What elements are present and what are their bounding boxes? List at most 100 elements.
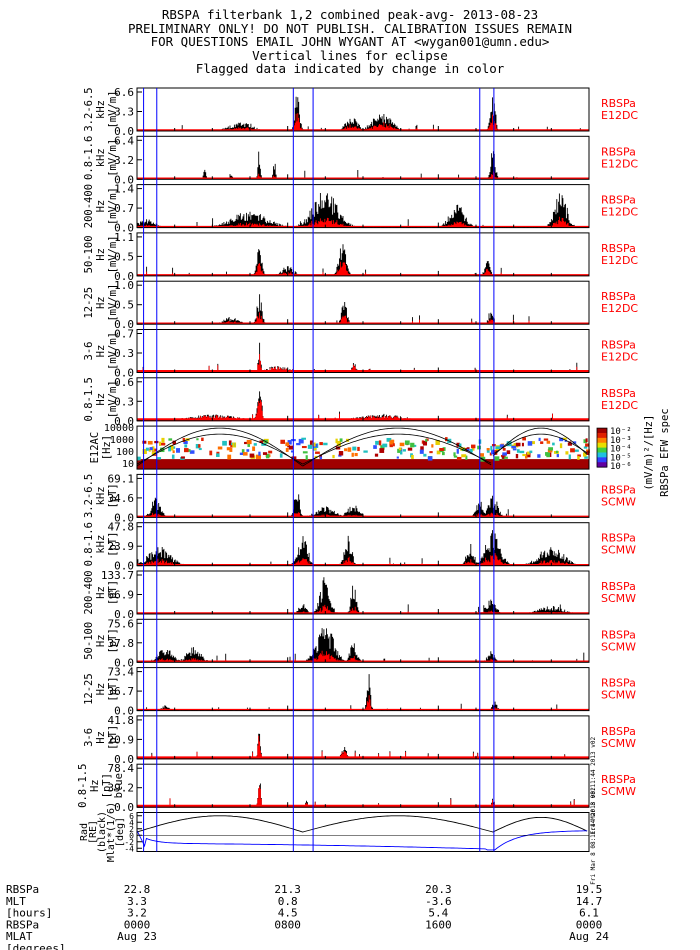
spectrogram-pixel [568,441,572,445]
spectrogram-band [137,459,589,470]
y-tick-label: 73.4 [108,666,135,679]
spectrogram-pixel [255,454,261,459]
spectrogram-pixel [265,453,270,459]
y-tick-label: 1000 [110,435,134,446]
spectrogram-pixel [456,456,462,461]
instrument-tag: SCMW [601,689,636,702]
spectrogram-pixel [586,450,590,455]
spectrogram-pixel [477,445,481,450]
spectrogram-pixel [291,456,297,460]
y-tick-label: 10000 [104,423,134,434]
plot-header: RBSPA filterbank 1,2 combined peak-avg- … [0,8,700,76]
panel-ylabel: [mV/m] [107,380,119,418]
panel-ylabel: Hz [95,393,107,406]
spectrogram-pixel [151,446,155,452]
y-tick-label: 20.9 [108,733,135,746]
panel-ylabel: 0.8-1.6 [83,136,95,180]
spectrogram-pixel [261,443,267,446]
timestamp-note: Fri Mar 8 08:11:44 2013 v02 [590,737,597,835]
instrument-tag: RBSPa [601,194,636,207]
panel-frame [136,667,590,712]
ephemeris-row-label: [degrees] [6,942,66,950]
instrument-tag: RBSPa [601,677,636,690]
spectrogram-pixel [352,446,357,451]
ephemeris-value: 0000 [124,918,151,931]
y-tick-label: 3.3 [114,106,134,119]
panel-ylabel: kHz [95,535,107,554]
panel-ylabel: 12-25 [83,287,95,319]
spectrogram-pixel [512,448,517,451]
spectrogram-pixel [142,449,147,454]
spectrogram-pixel [479,453,484,457]
spectrogram-pixel [568,454,571,460]
colorbar-tick: 10⁻³ [610,436,632,446]
y-tick-label: 0.0 [114,173,134,186]
y-tick-label: 75.6 [108,617,135,630]
spectrogram-pixel [216,453,220,457]
spectrogram-pixel [305,455,308,460]
spectrogram-pixel [471,444,476,449]
y-tick-label: 133.7 [101,569,134,582]
panel-ylabel: Hz [95,731,107,744]
spectrogram-pixel [313,448,317,451]
spectrogram-pixel [486,447,490,451]
orbit-ylabel: [RE] [88,820,99,844]
spectrogram-pixel [396,456,399,459]
spectrogram-pixel [502,456,508,459]
y-tick-label: 47.8 [108,521,135,534]
spectrogram-pixel [196,438,199,441]
black-trace [136,494,589,518]
spectrogram-pixel [285,447,289,452]
spectrogram-pixel [241,449,245,454]
spectrogram-pixel [548,447,554,451]
instrument-tag: RBSPa [601,580,636,593]
spectrogram-pixel [465,455,468,460]
panel-ylabel: Hz [95,296,107,309]
spectrogram-pixel [160,447,165,453]
black-trace [136,294,589,325]
spectrogram-pixel [522,454,527,457]
spectrogram-pixel [490,445,493,451]
spectrogram-pixel [431,444,434,448]
y-tick-label: 0.3 [114,347,134,360]
spectrogram-pixel [378,440,382,446]
spectrogram-pixel [363,450,368,453]
black-trace [136,783,589,808]
spectrogram-pixel [168,446,171,452]
y-tick-label: 2 [129,825,134,834]
panel-ylabel: 200-400 [83,184,95,228]
panel-ylabel: [mV/m] [107,187,119,225]
panel-ylabel: [pT] [107,580,119,605]
spectrogram-pixel [556,454,559,458]
spectrogram-pixel [375,440,379,445]
spectrogram-pixel [298,438,304,444]
spectrogram-pixel [404,440,410,445]
gyrofrequency-curve [302,433,492,465]
spectrogram-pixel [217,446,223,450]
spectrogram-pixel [570,448,575,453]
y-tick-label: -2 [124,838,134,847]
panel-ylabel: Hz [95,683,107,696]
spectrogram-pixel [411,454,414,459]
spectrogram-pixel [453,452,456,457]
y-tick-label: 0.0 [114,608,134,621]
y-tick-label: 0.0 [114,753,134,766]
spectrogram-pixel [301,437,307,440]
panel-frame [136,425,590,470]
spectrogram-pixel [407,447,413,451]
spectrogram-pixel [228,440,232,446]
spectrogram-pixel [268,450,273,454]
spectrogram-pixel [526,451,530,455]
colorbar-segment [597,428,607,434]
spectrogram-pixel [347,447,352,452]
spectrogram-pixel [522,437,526,441]
spectrogram-pixel [161,437,165,443]
panel-frame [136,812,590,852]
panel-ylabel: 3.2-6.5 [83,87,95,131]
spectrogram-pixel [201,437,204,442]
